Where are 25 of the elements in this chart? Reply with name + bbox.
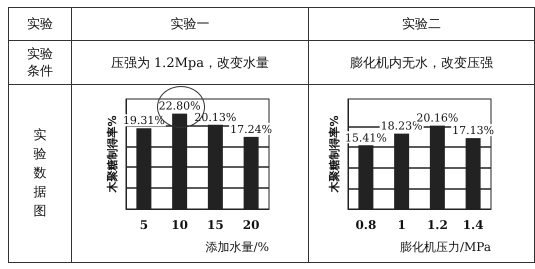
x-tick-label: 1 [397,218,406,232]
x-tick-label: 10 [171,218,188,232]
text: 膨化机内无水，改变压强 [308,40,534,84]
text: 实验二 [308,8,534,40]
x-tick-label: 1.4 [462,218,484,232]
x-axis-title: 添加水量/% [206,240,269,254]
x-tick-label: 1.2 [426,218,448,232]
x-tick-label: 15 [207,218,224,232]
data-label: 15.41% [344,131,387,144]
x-tick-label: 5 [140,218,148,232]
x-axis-title: 膨化机压力/MPa [400,240,491,254]
data-label: 22.80% [158,100,201,113]
data-label: 17.13% [452,124,494,138]
x-tick-label: 0.8 [355,218,376,232]
text: 实验 [8,8,72,40]
data-label: 19.31% [122,114,165,128]
y-axis-title: 木聚糖制得率% [328,115,341,194]
data-label: 17.24% [230,122,272,136]
data-label: 20.16% [416,112,458,125]
text: 压强为 1.2Mpa，改变水量 [71,40,308,84]
x-tick-label: 20 [242,218,260,232]
text: 实验条件 [26,46,53,80]
text: 实验一 [71,8,308,40]
y-axis-title: 木聚糖制得率% [106,115,119,194]
text: 实验数据图 [33,127,46,221]
